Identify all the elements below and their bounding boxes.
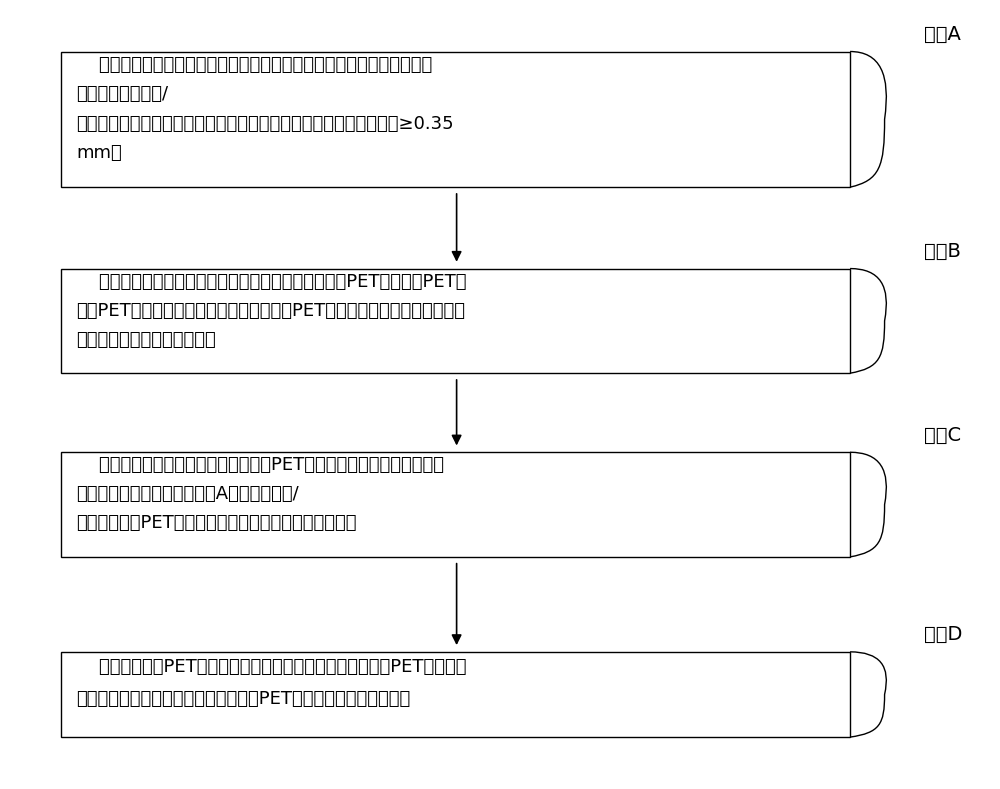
Text: 和鑣孔定位；PET基材层的长方向的两侧切割成锅齿状。: 和鑣孔定位；PET基材层的长方向的两侧切割成锅齿状。 xyxy=(76,514,356,533)
Text: 据设计要求鑣槽和/: 据设计要求鑣槽和/ xyxy=(76,85,168,103)
Text: 步骤B: 步骤B xyxy=(924,241,961,261)
Bar xyxy=(61,268,850,373)
Text: 一侧的锅齿状边可以与相邻侧的另一片PET基材层的锅齿状边贴合。: 一侧的锅齿状边可以与相邻侧的另一片PET基材层的锅齿状边贴合。 xyxy=(76,690,410,709)
Text: 步骤C: 步骤C xyxy=(924,425,961,444)
Text: 去除离型纸层，将去除离型纸层后的补强基层粘接在PET片材上，PET片: 去除离型纸层，将去除离型纸层后的补强基层粘接在PET片材上，PET片 xyxy=(76,273,466,290)
Text: 基层的丙烯酸胶默剂层空白。: 基层的丙烯酸胶默剂层空白。 xyxy=(76,331,216,349)
Text: 运用激光切割的方式将粘接在一起的PET基材层和补强基层进行外型切: 运用激光切割的方式将粘接在一起的PET基材层和补强基层进行外型切 xyxy=(76,456,444,474)
Text: 步骤D: 步骤D xyxy=(924,625,962,644)
Bar xyxy=(61,652,850,737)
Text: 或鑣孔，补强片包括补强基层、胶粘层和离型纸层，补强基层的厚度≥0.35: 或鑣孔，补强片包括补强基层、胶粘层和离型纸层，补强基层的厚度≥0.35 xyxy=(76,114,454,133)
Text: 将补强片原材料裁切成小块的补强片，使用槽刀在裁切后的补强片上根: 将补强片原材料裁切成小块的补强片，使用槽刀在裁切后的补强片上根 xyxy=(76,56,432,74)
Text: mm。: mm。 xyxy=(76,144,122,163)
Text: 材的PET基材层上涂布有丙烯酸胶默剂层，PET基材层的局部留有未粘贴补强: 材的PET基材层上涂布有丙烯酸胶默剂层，PET基材层的局部留有未粘贴补强 xyxy=(76,301,465,320)
Bar xyxy=(61,452,850,557)
Text: 步骤A: 步骤A xyxy=(924,24,961,43)
Text: 割，外型切割过程中通过步骤A形成的鑣槽或/: 割，外型切割过程中通过步骤A形成的鑣槽或/ xyxy=(76,485,299,503)
Bar xyxy=(61,51,850,187)
Text: 切割后的每片PET基材层依次粘接在卷状的保护膜上，每片PET基材层的: 切割后的每片PET基材层依次粘接在卷状的保护膜上，每片PET基材层的 xyxy=(76,657,466,675)
